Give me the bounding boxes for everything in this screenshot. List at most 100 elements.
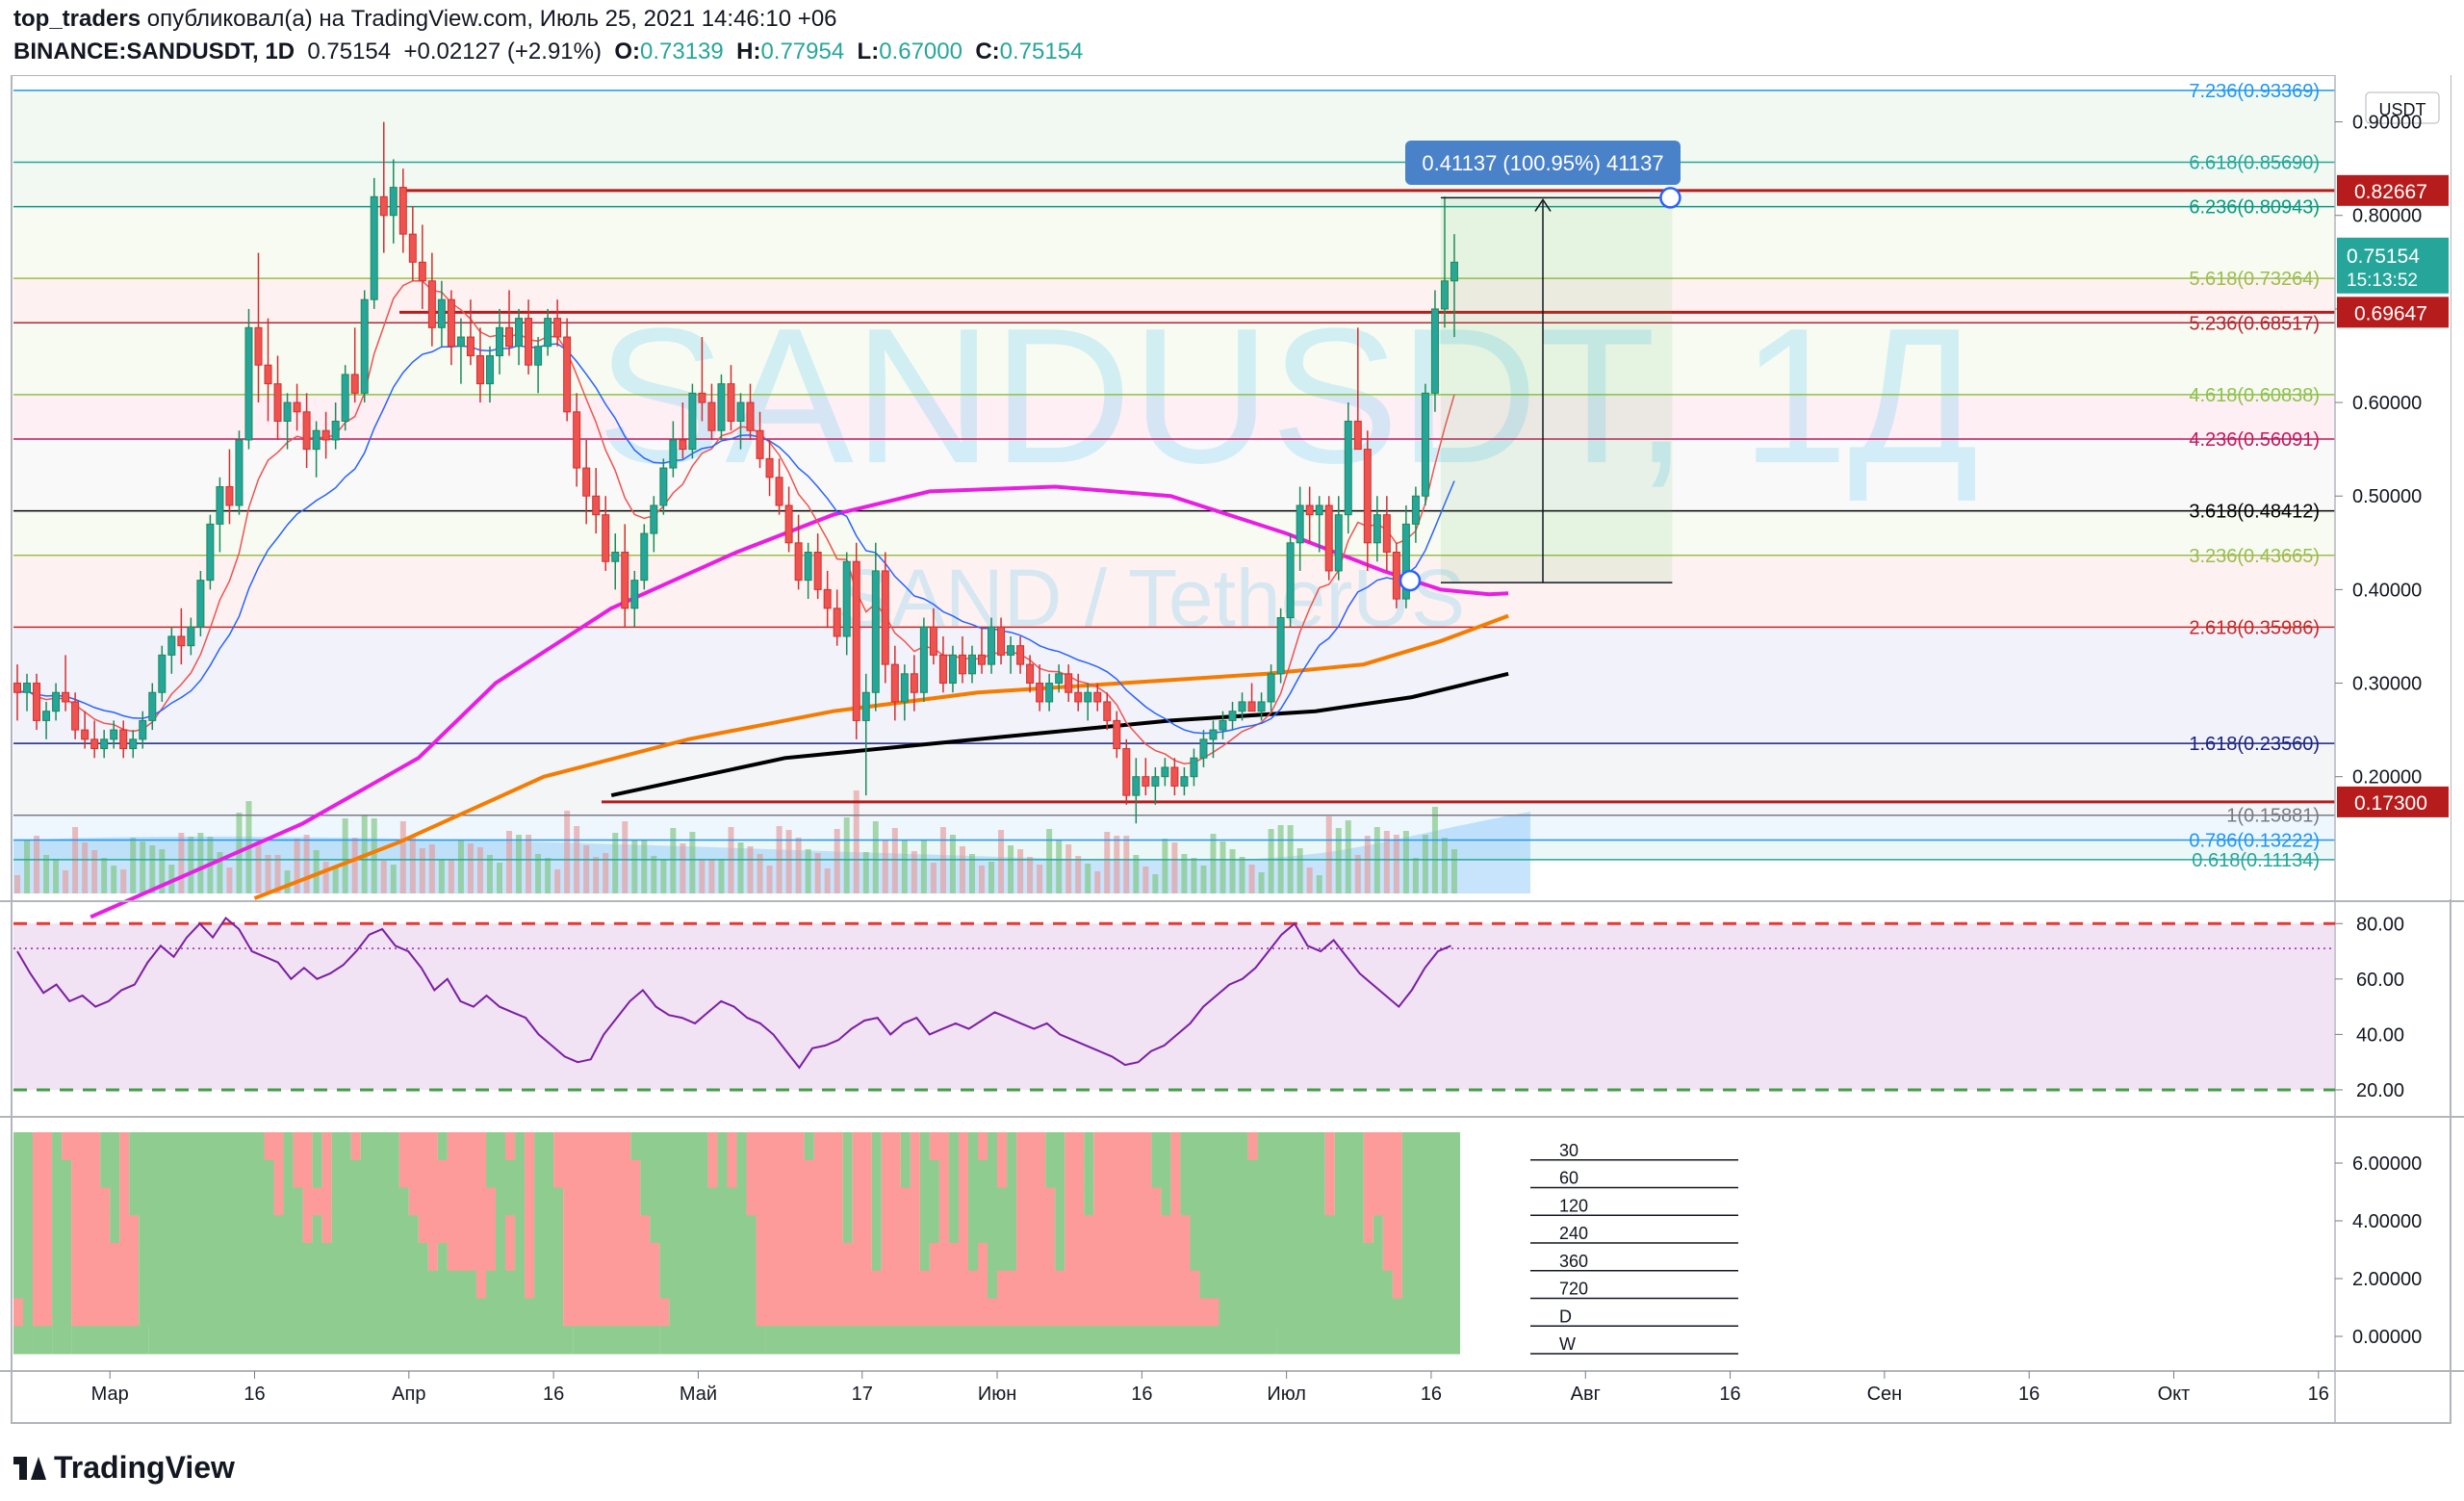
volume-bar <box>1402 831 1409 893</box>
volume-bar <box>34 836 40 893</box>
heatmap-cell <box>1084 1159 1094 1188</box>
brand-name: TradingView <box>54 1450 235 1485</box>
volume-bar <box>1085 864 1091 893</box>
open-value: 0.73139 <box>640 39 724 65</box>
tradingview-logo[interactable]: TradingView <box>13 1450 235 1486</box>
price-axis[interactable]: USDT0.900000.800000.700000.600000.500000… <box>2334 75 2451 1423</box>
time-tick-label: Апр <box>392 1384 425 1405</box>
candle-body <box>997 626 1006 656</box>
volume-bar <box>91 850 98 893</box>
candle-body <box>871 570 880 693</box>
heatmap-cell <box>804 1132 814 1161</box>
volume-bar <box>428 844 435 893</box>
volume-bar <box>708 859 715 893</box>
price-tick-label: 0.90000 <box>2352 113 2422 134</box>
candle-body <box>331 420 340 441</box>
heatmap-cell <box>52 1159 72 1188</box>
candle-body <box>139 719 147 740</box>
candle-body <box>496 326 503 356</box>
heatmap-cell <box>746 1132 805 1161</box>
candle-body <box>736 401 745 422</box>
heatmap-cell <box>881 1215 920 1244</box>
price-marker-bg <box>2337 174 2449 206</box>
price-range-tool[interactable]: 0.41137 (100.95%) 41137 <box>1399 141 1681 592</box>
volume-bar <box>535 854 542 893</box>
heatmap-cell <box>900 1159 911 1188</box>
author-name[interactable]: top_traders <box>13 6 141 32</box>
heatmap-cell <box>967 1159 998 1188</box>
heatmap-cell <box>496 1215 506 1244</box>
measure-handle-end[interactable] <box>1659 187 1681 209</box>
candle-body <box>1151 776 1160 787</box>
volume-bar <box>1364 836 1371 893</box>
currency-badge[interactable] <box>2365 91 2440 124</box>
candle-body <box>62 691 70 703</box>
heatmap-cell <box>312 1215 322 1244</box>
heatmap-cell <box>496 1187 526 1216</box>
candle-body <box>1286 542 1295 619</box>
heatmap-cell <box>1016 1215 1056 1244</box>
heatmap-cell <box>293 1159 313 1188</box>
time-tick-label: Июн <box>978 1384 1016 1405</box>
price-marker-label: 0.17300 <box>2354 792 2427 815</box>
heatmap-cell <box>1401 1215 1460 1244</box>
volume-bar <box>1133 855 1140 893</box>
candle-body <box>167 635 176 656</box>
candle-body <box>727 383 735 422</box>
heatmap-cell <box>418 1215 496 1244</box>
heatmap-cell <box>321 1132 332 1161</box>
volume-bar <box>486 855 493 893</box>
candle-body <box>1276 617 1285 675</box>
price-axis-bg <box>2335 75 2451 899</box>
heatmap-cell <box>273 1187 284 1216</box>
heatmap-cell <box>756 1215 843 1244</box>
heatmap-pane[interactable]: 30 60 120 240 360 720 DW 6.00000 4.00000 2.00000 0… <box>0 1116 2464 1355</box>
volume-bar <box>901 840 908 893</box>
heatmap-cell <box>52 1132 63 1161</box>
volume-bar <box>351 838 358 893</box>
price-tick-label: 0.60000 <box>2352 393 2422 414</box>
candle-body <box>842 560 851 637</box>
symbol-label[interactable]: BINANCE:SANDUSDT, 1D <box>13 39 295 65</box>
heatmap-cell <box>1373 1215 1383 1244</box>
watermark: SANDUSDT, 1Д SAND / TetherUS <box>597 289 1979 643</box>
heatmap-cell <box>331 1132 351 1161</box>
candle-body <box>1084 691 1092 703</box>
heatmap-cell <box>948 1187 959 1216</box>
measure-handle-start[interactable] <box>1399 569 1422 592</box>
volume-bar <box>1316 875 1322 893</box>
heatmap-cell <box>852 1215 872 1244</box>
trading-chart[interactable]: SANDUSDT, 1Д SAND / TetherUS 7.236(0.933… <box>0 75 2464 1442</box>
time-axis[interactable]: Мар 16 Апр 16 Май 17 Июн 16 Июл 16 Авг 16 Сен 16 Окт 16 <box>0 1370 2464 1405</box>
heatmap-cell <box>119 1215 140 1244</box>
heatmap-cell <box>534 1187 564 1216</box>
volume-bar <box>1258 872 1265 893</box>
heatmap-cell <box>52 1187 72 1216</box>
heatmap-cell <box>938 1187 949 1216</box>
volume-bar <box>622 821 629 893</box>
heatmap-cell <box>515 1243 526 1272</box>
fib-label: 0.786(0.13222) <box>2189 831 2320 852</box>
volume-bar <box>988 862 995 893</box>
heatmap-cell <box>1055 1187 1065 1216</box>
heatmap-cell <box>958 1187 968 1216</box>
heatmap-cell <box>967 1132 978 1161</box>
moving-average-line <box>253 613 1509 900</box>
heatmap-cell <box>534 1159 554 1188</box>
heatmap-cell <box>842 1159 853 1188</box>
heatmap-tick-label: 0.00000 <box>2352 1327 2422 1348</box>
change-value: +0.02127 (+2.91%) <box>403 39 602 65</box>
heatmap-cell <box>33 1132 53 1161</box>
volume-bar <box>526 835 532 893</box>
price-tick-label: 0.30000 <box>2352 674 2422 695</box>
heatmap-cell <box>919 1159 939 1188</box>
heatmap-row-label: 360 <box>1559 1252 1588 1271</box>
rsi-pane[interactable]: 80.00 60.00 40.00 20.00 <box>0 900 2464 1101</box>
heatmap-cell <box>398 1159 486 1188</box>
volume-bar <box>1210 834 1217 893</box>
volume-bar <box>834 829 840 893</box>
heatmap-cell <box>1055 1215 1065 1244</box>
candle-body <box>890 663 899 703</box>
candle-body <box>967 654 976 675</box>
volume-bar <box>1065 844 1072 893</box>
